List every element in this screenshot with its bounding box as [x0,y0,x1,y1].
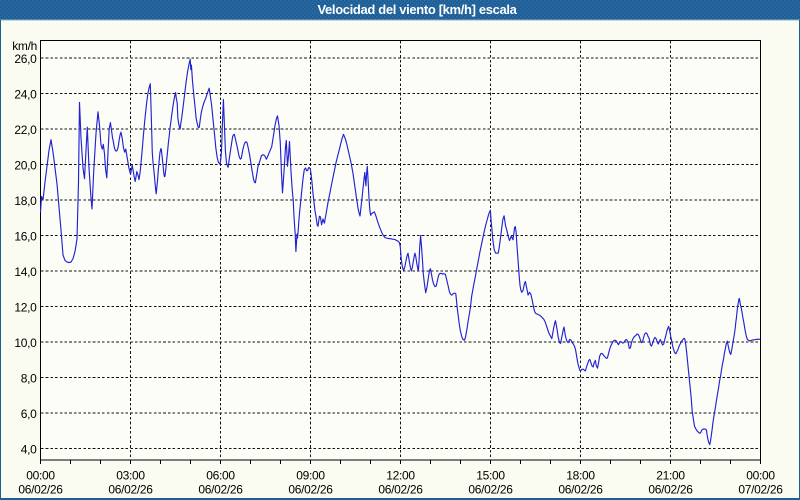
svg-text:26,0: 26,0 [14,52,37,66]
svg-text:6,0: 6,0 [21,407,37,421]
svg-text:12,0: 12,0 [14,300,37,314]
svg-text:06/02/26: 06/02/26 [558,483,603,497]
svg-text:06/02/26: 06/02/26 [648,483,693,497]
svg-text:24,0: 24,0 [14,87,37,101]
svg-text:03:00: 03:00 [116,469,145,483]
svg-text:06/02/26: 06/02/26 [288,483,333,497]
svg-text:18,0: 18,0 [14,194,37,208]
svg-text:06/02/26: 06/02/26 [108,483,153,497]
svg-text:14,0: 14,0 [14,265,37,279]
svg-text:06:00: 06:00 [206,469,235,483]
svg-text:00:00: 00:00 [746,469,775,483]
svg-text:km/h: km/h [12,39,37,53]
svg-text:10,0: 10,0 [14,336,37,350]
svg-text:07/02/26: 07/02/26 [738,483,783,497]
svg-text:22,0: 22,0 [14,123,37,137]
svg-text:20,0: 20,0 [14,158,37,172]
svg-text:06/02/26: 06/02/26 [378,483,423,497]
svg-text:06/02/26: 06/02/26 [468,483,513,497]
svg-text:18:00: 18:00 [566,469,595,483]
svg-text:06/02/26: 06/02/26 [198,483,243,497]
svg-text:15:00: 15:00 [476,469,505,483]
svg-text:09:00: 09:00 [296,469,325,483]
svg-text:16,0: 16,0 [14,229,37,243]
svg-text:8,0: 8,0 [21,371,37,385]
svg-text:4,0: 4,0 [21,442,37,456]
svg-text:06/02/26: 06/02/26 [18,483,63,497]
svg-text:12:00: 12:00 [386,469,415,483]
svg-text:21:00: 21:00 [656,469,685,483]
svg-text:00:00: 00:00 [26,469,55,483]
